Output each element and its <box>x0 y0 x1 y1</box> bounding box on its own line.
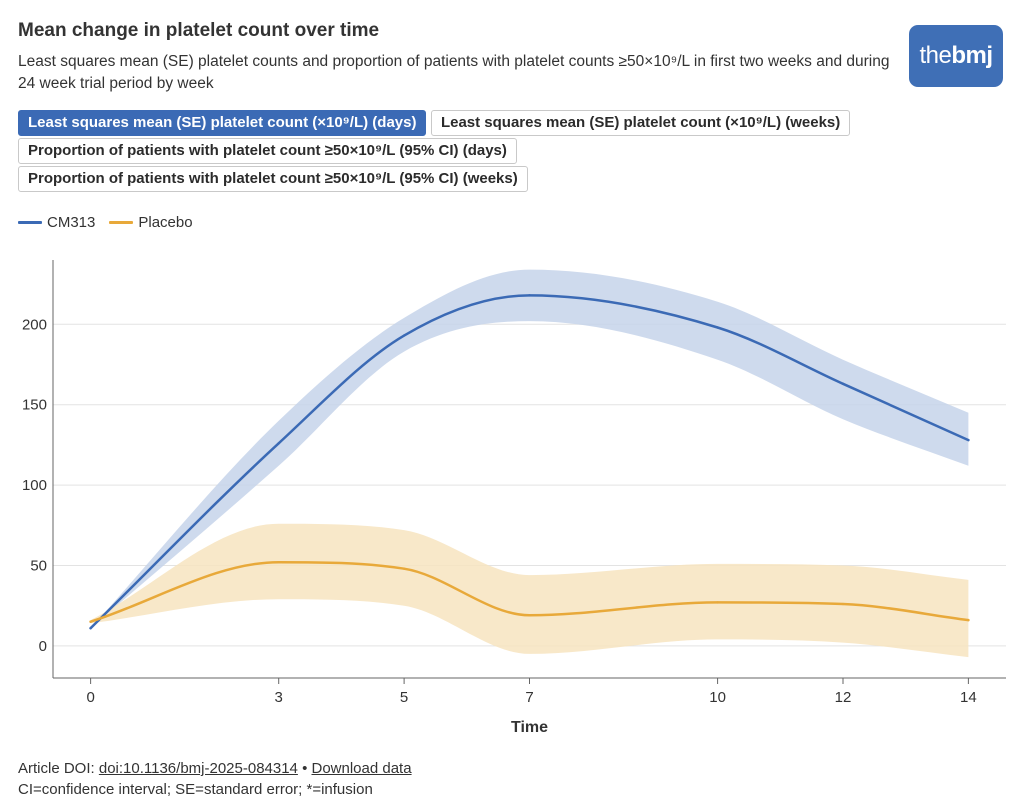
y-tick-label: 200 <box>22 316 47 333</box>
x-tick-label: 10 <box>709 689 726 706</box>
x-tick-label: 3 <box>275 689 283 706</box>
data-point-cm313 <box>841 382 845 385</box>
y-tick-label: 0 <box>39 638 47 655</box>
data-point-placebo <box>528 614 531 617</box>
x-tick-label: 12 <box>835 689 852 706</box>
bmj-logo: the bmj <box>909 25 1003 87</box>
chart-title: Mean change in platelet count over time <box>18 20 380 41</box>
data-point-placebo <box>716 601 719 604</box>
doi-link[interactable]: doi:10.1136/bmj-2025-084314 <box>98 760 298 777</box>
data-point-cm313 <box>277 442 280 445</box>
download-data-link[interactable]: Download data <box>311 760 412 777</box>
legend-label-placebo: Placebo <box>138 214 193 231</box>
tab-proportion-days[interactable]: Proportion of patients with platelet cou… <box>18 138 517 164</box>
data-point-placebo <box>967 618 970 622</box>
footer-note: CI=confidence interval; SE=standard erro… <box>18 781 373 798</box>
footer: Article DOI: doi:10.1136/bmj-2025-084314… <box>18 758 412 800</box>
line-chart: 0 50 100 150 200 0 3 5 7 10 12 14 Time <box>22 260 1006 736</box>
legend-swatch-placebo <box>109 221 134 224</box>
y-tick-label: 100 <box>22 477 47 494</box>
footer-separator: • <box>297 760 312 777</box>
data-point-placebo <box>89 620 92 623</box>
data-point-placebo <box>841 602 845 606</box>
x-tick-label: 0 <box>86 689 94 706</box>
footer-doi-line: Article DOI: doi:10.1136/bmj-2025-084314… <box>18 758 412 779</box>
data-point-placebo <box>402 567 406 570</box>
data-point-cm313 <box>402 334 406 337</box>
x-axis-title: Time <box>511 719 548 736</box>
chart-tabs: Least squares mean (SE) platelet count (… <box>18 110 978 194</box>
data-point-cm313 <box>89 626 92 630</box>
tab-mean-weeks[interactable]: Least squares mean (SE) platelet count (… <box>430 110 851 136</box>
y-tick-label: 150 <box>22 397 47 414</box>
series-line-cm313 <box>89 294 970 630</box>
y-tick-label: 50 <box>30 557 47 574</box>
x-tick-label: 7 <box>525 689 533 706</box>
doi-prefix: Article DOI: <box>18 760 99 777</box>
chart-subtitle: Least squares mean (SE) platelet counts … <box>18 53 890 92</box>
data-point-cm313 <box>967 438 970 442</box>
data-point-cm313 <box>716 326 719 329</box>
data-point-placebo <box>277 561 280 564</box>
data-point-cm313 <box>528 294 531 297</box>
logo-prefix: the <box>919 42 952 69</box>
logo-suffix: bmj <box>951 42 993 69</box>
x-tick-label: 14 <box>960 689 977 706</box>
tab-mean-days[interactable]: Least squares mean (SE) platelet count (… <box>18 110 427 136</box>
x-tick-label: 5 <box>400 689 408 706</box>
legend-label-cm313: CM313 <box>47 214 96 231</box>
confidence-band-cm313 <box>90 269 969 629</box>
legend-item-placebo[interactable]: Placebo <box>109 214 193 231</box>
legend-swatch-cm313 <box>18 221 42 224</box>
tab-proportion-weeks[interactable]: Proportion of patients with platelet cou… <box>18 166 528 192</box>
legend-item-cm313[interactable]: CM313 <box>18 214 95 231</box>
confidence-band-placebo <box>90 523 969 658</box>
chart-legend: CM313 Placebo <box>18 214 207 231</box>
